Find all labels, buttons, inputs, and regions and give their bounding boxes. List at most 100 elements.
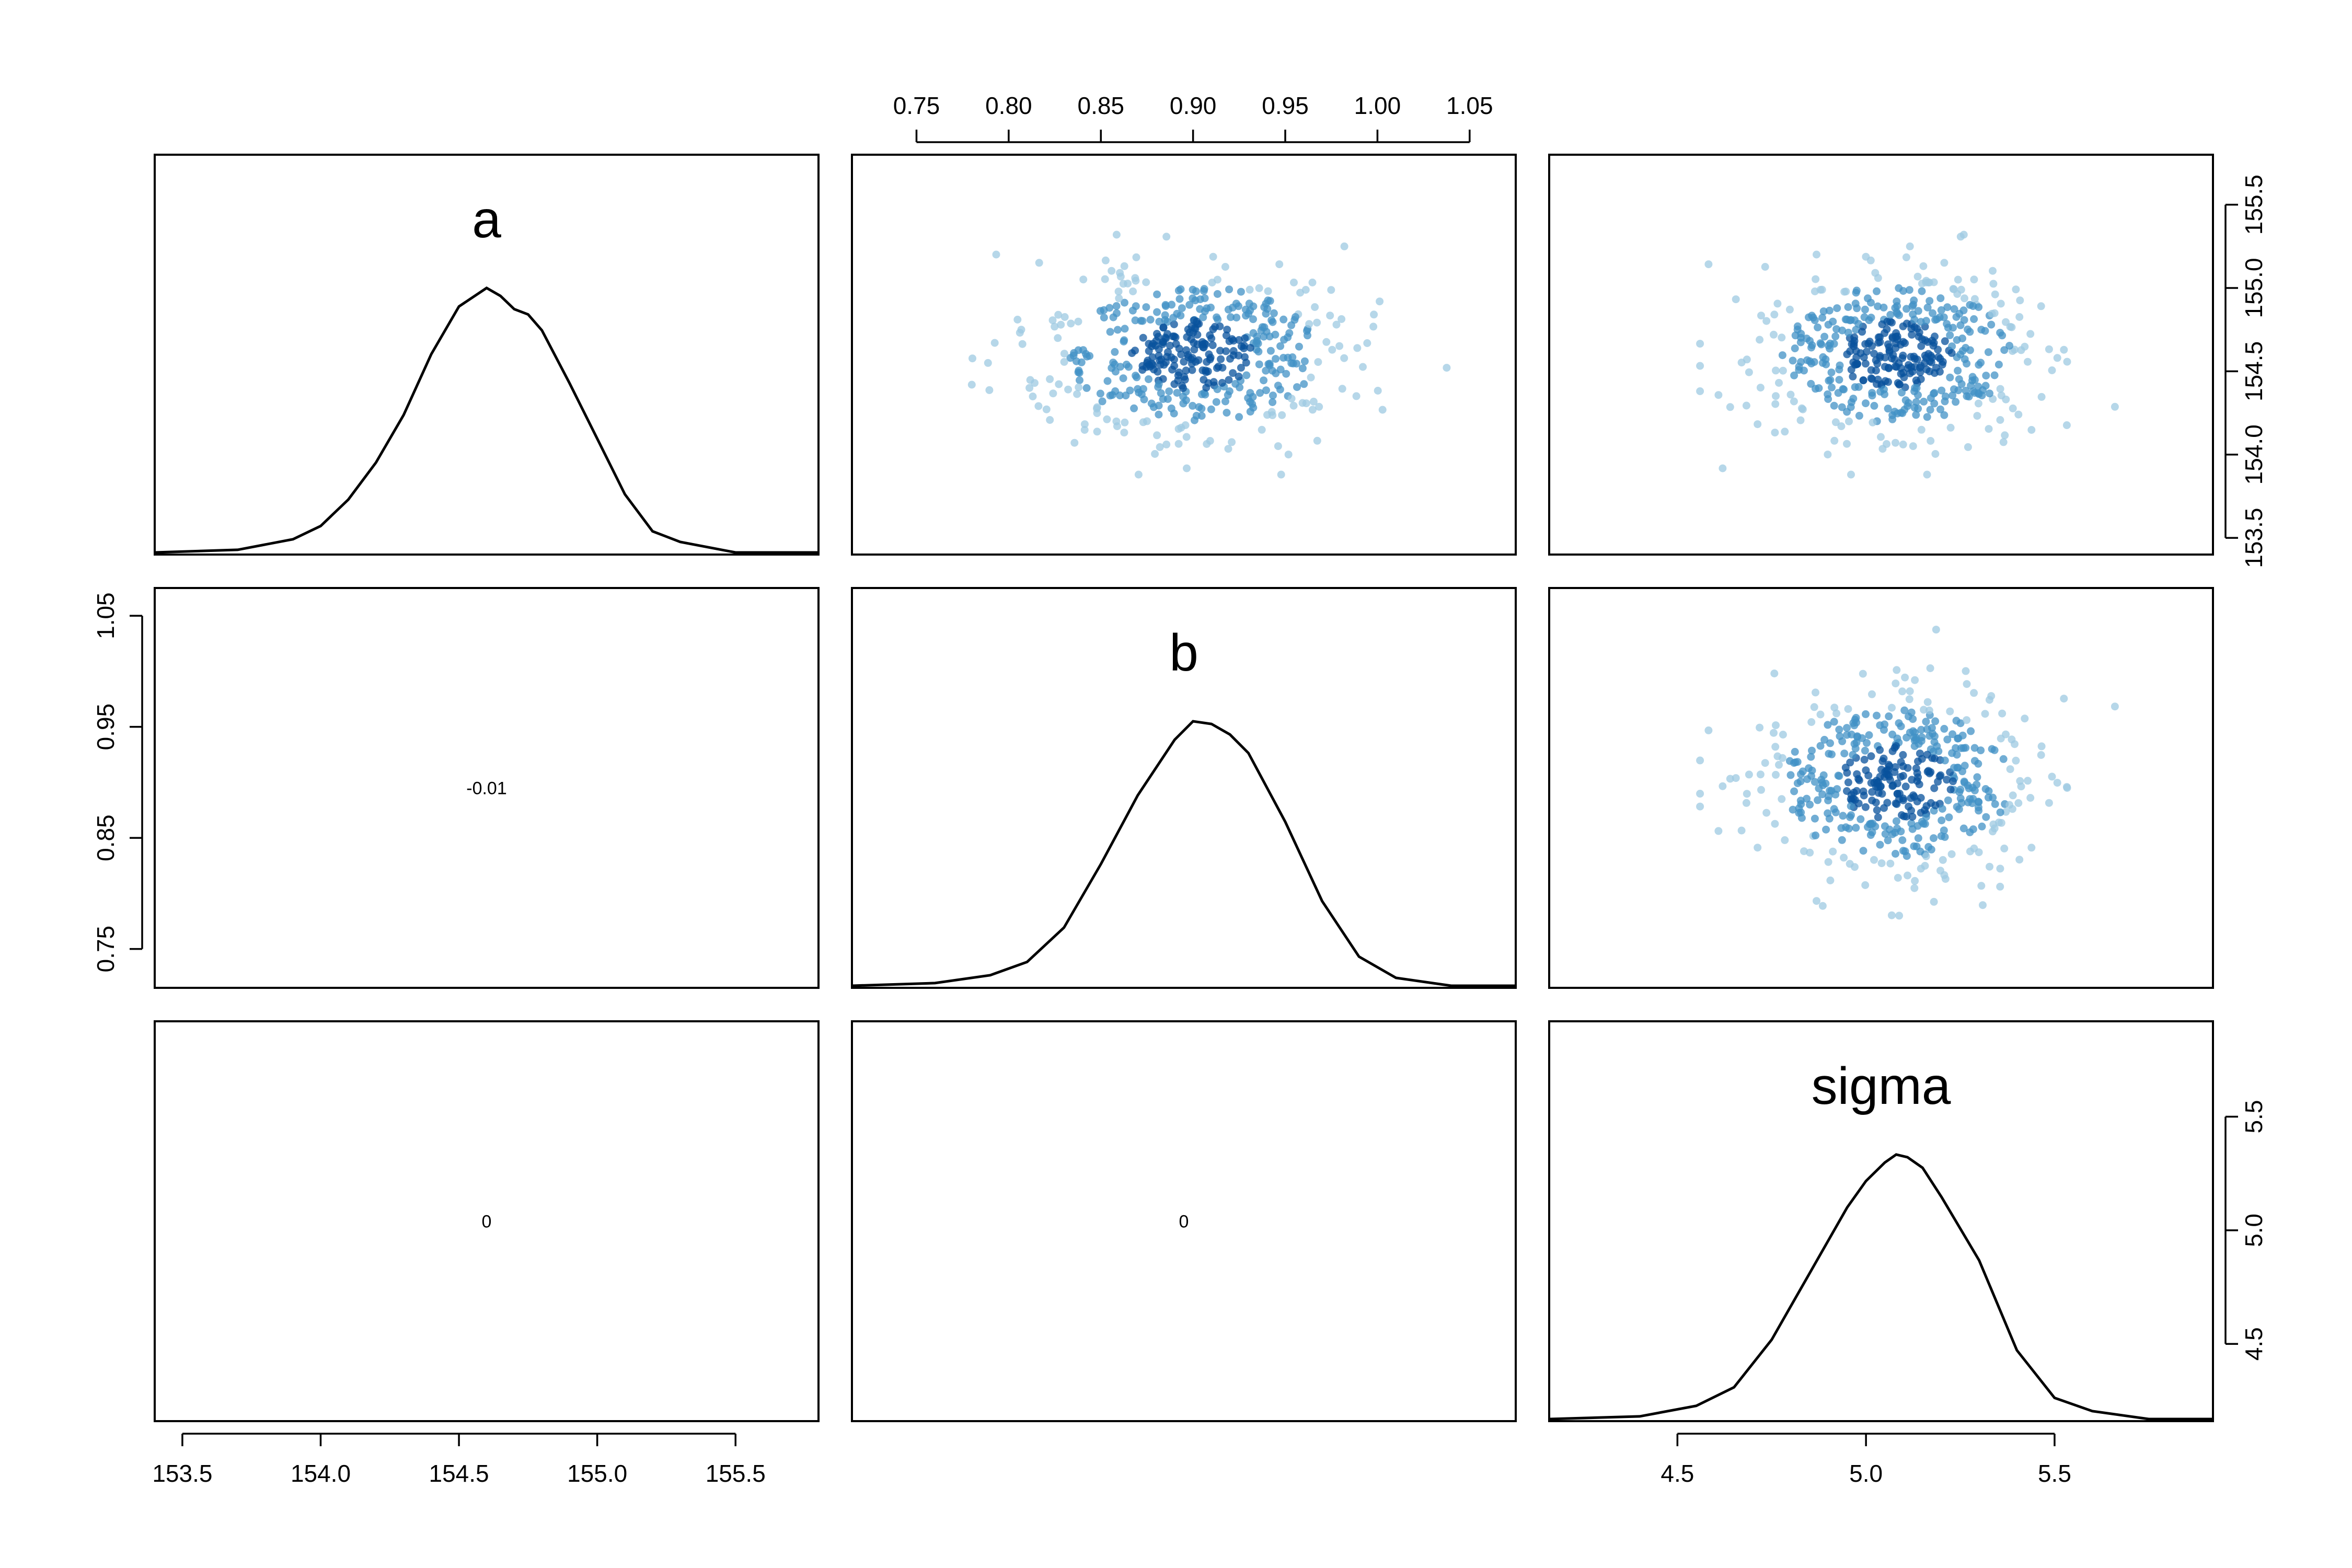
scatter-point	[1998, 709, 2007, 718]
scatter-point	[1225, 285, 1233, 294]
scatter-point	[1930, 834, 1938, 843]
scatter-point	[1181, 375, 1189, 384]
scatter-point	[1182, 433, 1191, 441]
density-curve-sigma	[1549, 1153, 2213, 1421]
scatter-point	[1812, 831, 1820, 839]
scatter-point	[1919, 820, 1928, 828]
scatter-point	[1839, 812, 1847, 820]
scatter-point	[2060, 695, 2068, 703]
scatter-point	[1726, 775, 1734, 783]
scatter-point	[1301, 286, 1310, 294]
scatter-point	[1200, 376, 1208, 384]
scatter-point	[1206, 331, 1214, 339]
scatter-point	[1278, 411, 1286, 419]
scatter-point	[1996, 416, 2004, 424]
scatter-point	[1173, 389, 1181, 397]
scatter-point	[1857, 815, 1865, 823]
scatter-point	[1923, 413, 1931, 421]
scatter-point	[1847, 403, 1855, 411]
scatter-point	[1322, 338, 1331, 346]
scatter-point	[1964, 443, 1972, 451]
scatter-point	[1370, 310, 1378, 319]
scatter-point	[1222, 331, 1230, 340]
tick-label: 1.05	[1446, 92, 1493, 119]
scatter-point	[1034, 402, 1043, 410]
scatter-point	[1941, 393, 1950, 400]
panel-sigma-sigma: sigma	[1548, 1020, 2214, 1422]
scatter-point	[1931, 732, 1939, 741]
scatter-point	[1988, 745, 1996, 753]
scatter-point	[1868, 788, 1876, 796]
scatter-point	[1035, 259, 1043, 267]
scatter-point	[1922, 279, 1930, 286]
tick-label: 4.5	[1661, 1460, 1694, 1487]
scatter-point	[1255, 284, 1263, 292]
scatter-point	[1159, 324, 1168, 332]
scatter-point	[1958, 731, 1967, 740]
scatter-point	[1849, 719, 1858, 727]
scatter-point	[1189, 401, 1197, 410]
scatter-point	[1954, 275, 1962, 284]
scatter-point	[1911, 877, 1919, 885]
panel-a-b	[851, 154, 1517, 556]
scatter-point	[1224, 445, 1232, 453]
scatter-point	[1206, 437, 1214, 445]
tick-label: 153.5	[152, 1460, 212, 1487]
scatter-point	[1249, 315, 1257, 324]
scatter-point	[1961, 294, 1968, 303]
scatter-point	[1982, 813, 1990, 821]
scatter-point	[1185, 301, 1194, 309]
scatter-point	[1284, 451, 1293, 459]
scatter-point	[1910, 316, 1919, 324]
y-axis-right-a: 153.5 154.0 154.5 155.0 155.5	[2224, 175, 2267, 568]
scatter-point	[1073, 357, 1080, 365]
scatter-point	[2002, 730, 2010, 739]
scatter-point	[1895, 912, 1904, 920]
scatter-point	[1876, 352, 1884, 360]
scatter-point	[1120, 429, 1128, 437]
scatter-point	[1876, 746, 1884, 754]
scatter-point	[1917, 864, 1925, 873]
scatter-point	[1970, 389, 1979, 397]
scatter-point	[1332, 320, 1341, 329]
scatter-point	[1868, 828, 1876, 836]
scatter-point	[1374, 387, 1382, 395]
scatter-point	[1772, 770, 1780, 779]
scatter-point	[1262, 386, 1270, 395]
correlation-value: -0.01	[466, 779, 507, 799]
scatter-point	[1987, 320, 1996, 329]
scatter-point	[1754, 420, 1762, 429]
tick-label: 5.0	[1849, 1460, 1883, 1487]
scatter-point	[1877, 433, 1885, 441]
scatter-point	[1108, 267, 1116, 275]
scatter-point	[1828, 383, 1836, 391]
scatter-point	[2060, 345, 2068, 354]
scatter-point	[1851, 299, 1860, 308]
scatter-point	[1225, 337, 1233, 345]
scatter-point	[1807, 772, 1815, 780]
scatter-point	[1212, 398, 1220, 406]
scatter-point	[1973, 773, 1981, 781]
scatter-point	[1922, 317, 1930, 325]
scatter-point	[1916, 364, 1924, 372]
panel-frame	[1548, 1020, 2214, 1422]
tick-label: 153.5	[2240, 508, 2267, 568]
scatter-point	[1732, 774, 1740, 782]
scatter-point	[1146, 316, 1155, 324]
scatter-point	[967, 381, 976, 389]
scatter-point	[1907, 708, 1916, 717]
scatter-point	[1274, 382, 1282, 390]
scatter-point	[1907, 806, 1916, 815]
scatter-point	[1155, 317, 1163, 326]
scatter-point	[1824, 721, 1832, 729]
scatter-point	[1953, 353, 1961, 361]
scatter-point	[1304, 331, 1311, 340]
scatter-point	[1885, 712, 1893, 720]
scatter-point	[1237, 287, 1245, 296]
scatter-point	[2014, 410, 2023, 419]
tick-label: 1.00	[1354, 92, 1401, 119]
scatter-point	[1803, 335, 1811, 343]
scatter-point	[1818, 902, 1827, 910]
scatter-point	[1232, 314, 1241, 322]
scatter-point	[2048, 773, 2056, 781]
